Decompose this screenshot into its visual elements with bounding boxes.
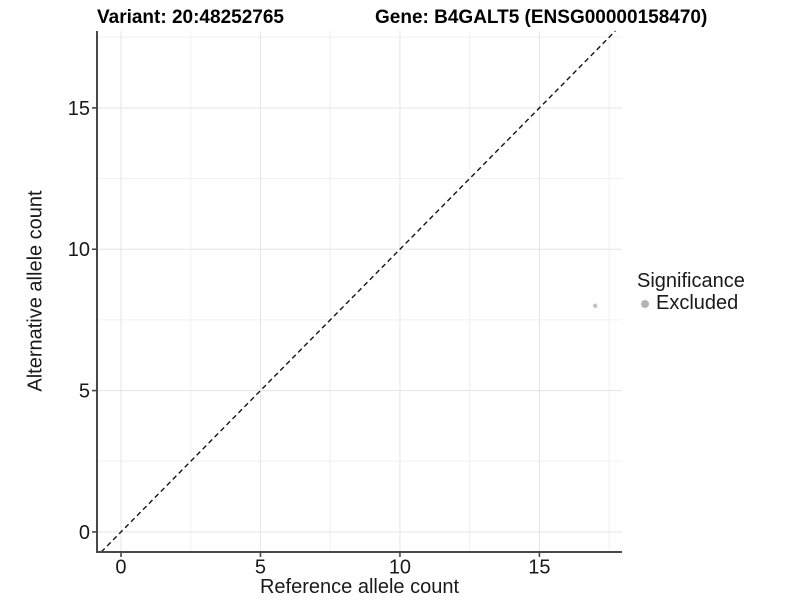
- data-point-excluded: [593, 303, 598, 308]
- x-tick-label: 0: [115, 557, 126, 579]
- x-tick-label: 15: [528, 557, 550, 579]
- plot-title-gene: Gene: B4GALT5 (ENSG00000158470): [375, 7, 708, 28]
- plot-title-variant: Variant: 20:48252765: [97, 7, 284, 28]
- identity-dashed-line: [100, 30, 616, 553]
- legend-entry-label: Excluded: [656, 292, 739, 314]
- legend: Significance Excluded: [637, 271, 745, 314]
- y-tick-label: 0: [79, 522, 90, 544]
- x-axis-title: Reference allele count: [259, 576, 459, 598]
- legend-title: Significance: [637, 270, 745, 292]
- y-axis-title: Alternative allele count: [24, 190, 47, 392]
- y-tick-label: 15: [68, 98, 90, 120]
- y-tick-label: 5: [79, 381, 90, 403]
- legend-key-dot-icon: [641, 299, 649, 308]
- x-tick-label: 5: [255, 557, 266, 579]
- y-tick-label: 10: [68, 239, 90, 261]
- legend-entry-excluded: Excluded: [637, 293, 745, 314]
- x-tick-label: 10: [389, 557, 411, 579]
